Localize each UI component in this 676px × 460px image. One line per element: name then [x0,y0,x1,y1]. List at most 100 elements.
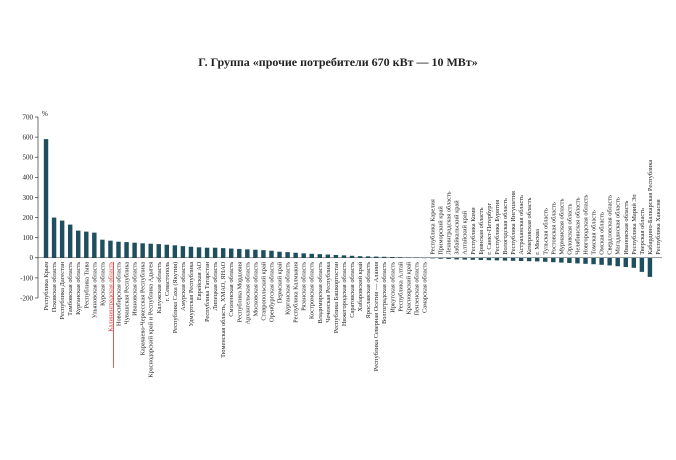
category-label: Ивановская область [132,262,139,316]
bar [188,246,194,258]
category-label: Калужская область [156,262,163,314]
category-label: Вологодская область [502,198,509,255]
category-label: Республика Коми [470,207,477,255]
category-label: Курская область [99,262,106,306]
bar [301,253,306,258]
bar [470,257,475,260]
category-label: Свердловская область [607,195,614,255]
bar [526,257,532,262]
bar [140,243,145,258]
category-label: Чеченская Республика [325,262,332,323]
bar [333,254,339,258]
category-label: Кемеровская область [526,198,533,255]
bar [172,245,178,258]
category-label: Нижегородская область [341,262,348,326]
category-label: Рязанская область [301,262,308,311]
bar [261,250,266,258]
bar [551,257,556,263]
category-label: Самарская область [421,262,428,313]
bar [607,257,612,266]
bar [381,256,387,258]
category-label: Ивановская область [623,201,630,255]
y-tick-label: 300 [23,194,34,202]
bar [349,255,355,258]
bar [67,224,73,258]
y-axis-label: % [42,110,48,118]
category-label: Иркутская область [389,262,396,313]
category-label: Республика Ингушетия [510,191,517,255]
bar [575,257,580,264]
bar [293,252,298,258]
category-label: Красноярский край [405,261,412,314]
category-label: Тульская область [542,208,549,255]
chart-title: Г. Группа «прочие потребители 670 кВт — … [198,55,478,69]
category-label: Архангельская область [244,262,251,325]
bar [647,257,653,277]
bar [357,256,363,258]
y-tick-label: -200 [20,294,33,302]
category-label: Республика Алтай [397,261,404,311]
category-label: Новосибирская область [115,262,122,326]
bar [269,250,274,258]
bar [623,257,628,268]
bar [390,256,395,258]
y-tick-label: -100 [20,274,33,282]
y-tick-label: 0 [30,254,34,262]
bar [341,255,347,258]
bar [164,244,170,258]
category-label: Оренбургская область [268,262,275,322]
bar [100,239,105,258]
bar [317,254,323,258]
category-label: Республика Дагестан [59,261,66,319]
bar [639,257,645,272]
bar [124,242,129,258]
category-label: Хабаровский край [357,261,364,311]
category-label: Удмуртская Республика [188,262,195,327]
category-label: Астраханская область [518,195,525,255]
bar [438,257,443,259]
category-label: Республика Саха (Якутия) [172,262,179,334]
category-label: Ростовская область [550,202,557,255]
category-label: Чувашская Республика [124,262,131,325]
bar [148,243,153,258]
bar [502,257,508,261]
bar [108,240,113,258]
bar [373,256,379,258]
category-label: Амурская область [180,262,187,311]
category-label: Республика Крым [43,262,50,311]
category-label: Приморский край [438,206,445,255]
category-labels: Республика Крым Псковская область Республи… [43,160,662,378]
category-label: Республика Мордовия [236,262,243,323]
category-label: Республика Северная Осетия — Алания [373,262,380,372]
category-label: Ульяновская область [91,262,98,319]
bar [245,249,250,258]
bar [454,257,459,260]
category-label: Орловская область [566,204,573,255]
bar [559,257,564,263]
category-label: Магаданская область [615,197,622,255]
category-label: Республика Бурятия [494,200,501,255]
category-label: Краснодарский край и Республика Адыгея [148,262,155,378]
category-label: Кабардино-Балкарская Республика [647,160,654,255]
bar [309,253,314,258]
bar [229,248,234,258]
bar [325,254,331,258]
category-label: Пермский край [277,261,284,303]
bar [406,257,411,258]
category-label: Ярославская область [365,262,372,319]
category-label: Карачаево-Черкесская Республика [140,262,147,356]
bar [494,257,500,261]
bar [212,247,218,258]
bar [446,257,451,259]
category-label: Московская область [252,262,259,317]
bar [43,139,49,258]
category-label: Саратовская область [349,262,356,318]
category-label: Челябинская область [574,197,581,254]
category-label: Новгородская область [583,195,590,255]
y-tick-label: 600 [23,134,34,142]
bar [462,257,467,260]
category-label: Забайкальский край [454,200,461,255]
category-label: Еврейская АО [196,261,203,300]
y-tick-label: 700 [23,113,34,121]
